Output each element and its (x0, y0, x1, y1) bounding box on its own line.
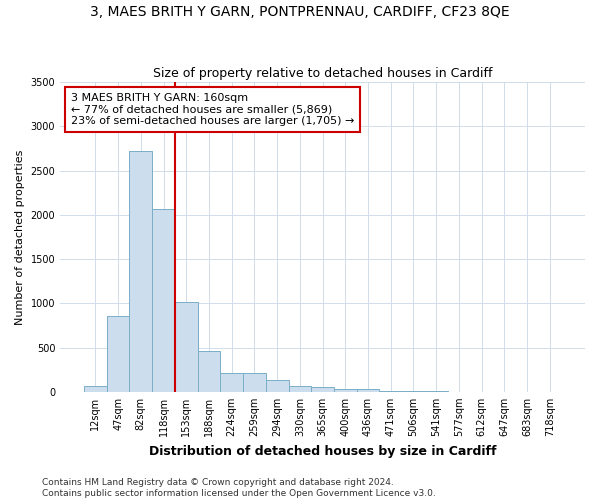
Text: 3, MAES BRITH Y GARN, PONTPRENNAU, CARDIFF, CF23 8QE: 3, MAES BRITH Y GARN, PONTPRENNAU, CARDI… (90, 5, 510, 19)
Bar (152, 210, 175, 392)
Bar (334, 390, 356, 392)
Bar (289, 386, 311, 392)
Y-axis label: Number of detached properties: Number of detached properties (15, 149, 25, 324)
Bar (356, 390, 379, 392)
Bar (84, 386, 107, 392)
Bar (107, 316, 130, 392)
Bar (130, 151, 152, 392)
Bar (243, 373, 266, 392)
Bar (379, 391, 402, 392)
Bar (197, 351, 220, 392)
X-axis label: Distribution of detached houses by size in Cardiff: Distribution of detached houses by size … (149, 444, 496, 458)
Bar (311, 387, 334, 392)
Bar (220, 373, 243, 392)
Bar (175, 302, 197, 392)
Title: Size of property relative to detached houses in Cardiff: Size of property relative to detached ho… (153, 66, 493, 80)
Text: Contains HM Land Registry data © Crown copyright and database right 2024.
Contai: Contains HM Land Registry data © Crown c… (42, 478, 436, 498)
Bar (266, 380, 289, 392)
Text: 3 MAES BRITH Y GARN: 160sqm
← 77% of detached houses are smaller (5,869)
23% of : 3 MAES BRITH Y GARN: 160sqm ← 77% of det… (71, 93, 354, 126)
